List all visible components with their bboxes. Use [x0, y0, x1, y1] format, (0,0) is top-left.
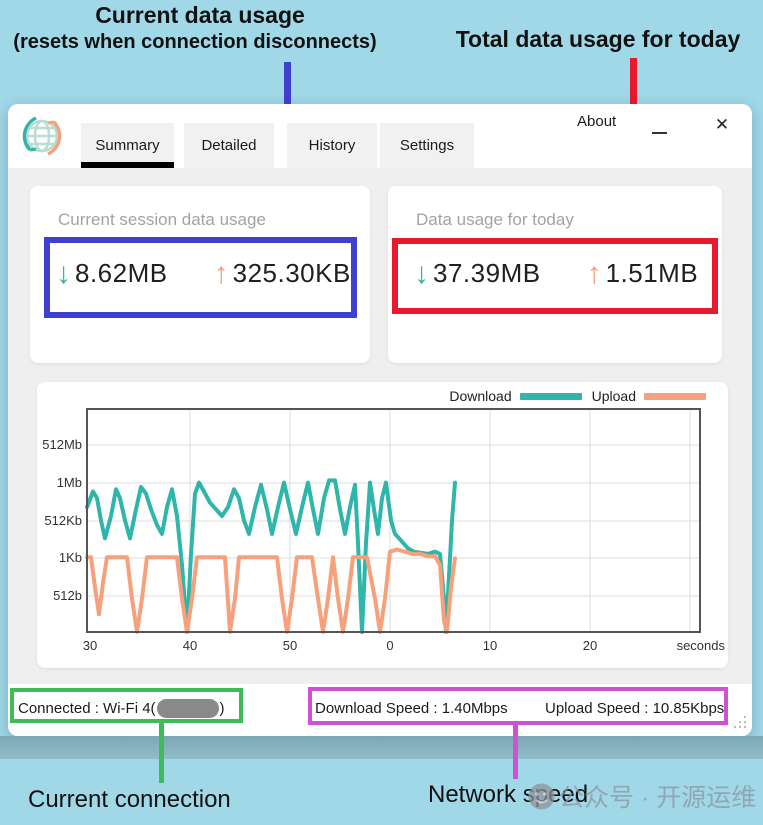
svg-text:50: 50 — [283, 638, 297, 653]
chart-legend: Download Upload — [449, 388, 706, 404]
tab-history[interactable]: History — [287, 123, 377, 168]
selected-tab-underline — [81, 162, 174, 168]
svg-text:1Mb: 1Mb — [57, 475, 82, 490]
wechat-watermark-icon — [528, 783, 555, 809]
about-button[interactable]: About — [577, 113, 617, 130]
svg-text:1Kb: 1Kb — [59, 550, 82, 565]
today-upload-value: 1.51MB — [605, 258, 699, 288]
upload-arrow-icon: ↑ — [586, 256, 602, 290]
download-speed-text: Download Speed : 1.40Mbps — [315, 700, 508, 717]
today-download-value: 37.39MB — [433, 258, 541, 288]
svg-text:512b: 512b — [53, 588, 82, 603]
upload-speed-text: Upload Speed : 10.85Kbps — [545, 700, 725, 717]
svg-text:40: 40 — [183, 638, 197, 653]
tab-detailed-label: Detailed — [201, 137, 257, 154]
legend-upload-swatch — [644, 392, 706, 400]
annotation-current-data-usage-title: Current data usage — [95, 2, 305, 28]
svg-text:512Mb: 512Mb — [42, 437, 82, 452]
svg-text:10: 10 — [483, 638, 497, 653]
app-window: Summary Detailed History Settings About … — [8, 104, 752, 736]
svg-text:20: 20 — [583, 638, 597, 653]
watermark: 公众号 · 开源运维 — [528, 778, 756, 814]
annotation-box-network-speed — [308, 687, 728, 725]
session-upload-group: ↑ 325.30KB — [214, 258, 351, 289]
resize-grip[interactable] — [730, 712, 746, 728]
svg-text:512Kb: 512Kb — [44, 513, 82, 528]
svg-text:0: 0 — [386, 638, 393, 653]
annotation-current-data-usage-subtitle: (resets when connection disconnects) — [13, 31, 377, 53]
today-download-group: ↓ 37.39MB — [414, 258, 541, 289]
watermark-text: 公众号 · 开源运维 — [559, 784, 757, 812]
traffic-chart-svg: 512Mb 1Mb 512Kb 1Kb 512b 30 40 50 0 10 20 seconds — [42, 408, 726, 653]
connection-status-prefix: Connected : Wi-Fi 4( — [18, 700, 156, 717]
tab-summary-label: Summary — [95, 137, 160, 154]
download-arrow-icon: ↓ — [56, 256, 71, 290]
annotation-box-current-session — [44, 237, 357, 318]
annotation-box-connection — [10, 688, 243, 723]
app-logo-globe-icon — [22, 116, 62, 156]
legend-download-label: Download — [449, 388, 512, 404]
tab-history-label: History — [308, 137, 356, 154]
connection-status-suffix: ) — [219, 700, 225, 717]
minimize-icon — [651, 132, 667, 134]
today-upload-group: ↑ 1.51MB — [587, 258, 699, 289]
status-bar: Connected : Wi-Fi 4( ) Download Speed : … — [8, 684, 752, 736]
close-icon: ✕ — [714, 115, 730, 134]
card-today-title: Data usage for today — [416, 210, 574, 229]
annotation-green-connector-line — [159, 723, 164, 783]
session-upload-value: 325.30KB — [232, 258, 351, 288]
annotation-purple-connector-line — [513, 725, 518, 779]
upload-arrow-icon: ↑ — [213, 256, 229, 290]
tab-settings[interactable]: Settings — [380, 123, 474, 168]
redacted-network-name — [156, 699, 219, 718]
legend-download-swatch — [519, 392, 582, 400]
card-data-usage-today: Data usage for today ↓ 37.39MB ↑ 1.51MB — [388, 186, 722, 363]
close-button[interactable]: ✕ — [708, 112, 736, 138]
session-download-value: 8.62MB — [75, 258, 168, 288]
traffic-chart-card: Download Upload 512Mb 1Mb 512Kb 1Kb 512b 30 40… — [37, 382, 728, 668]
window-shadow-band — [0, 736, 763, 759]
legend-upload-label: Upload — [591, 388, 636, 404]
annotation-box-today-usage — [392, 238, 718, 314]
annotation-total-data-usage-title: Total data usage for today — [455, 26, 741, 52]
tab-settings-label: Settings — [399, 137, 455, 154]
connection-status: Connected : Wi-Fi 4( ) — [18, 699, 225, 718]
download-arrow-icon: ↓ — [414, 256, 429, 290]
tab-summary[interactable]: Summary — [81, 123, 174, 168]
svg-text:30: 30 — [83, 638, 97, 653]
annotation-network-speed-label: Network speed — [428, 781, 589, 808]
card-current-session-data-usage: Current session data usage ↓ 8.62MB ↑ 32… — [30, 186, 370, 363]
session-download-group: ↓ 8.62MB — [56, 258, 168, 289]
card-session-title: Current session data usage — [58, 210, 266, 229]
svg-text:seconds: seconds — [677, 638, 726, 653]
minimize-button[interactable] — [646, 118, 672, 138]
content-area: Current session data usage ↓ 8.62MB ↑ 32… — [8, 168, 752, 684]
tab-detailed[interactable]: Detailed — [184, 123, 274, 168]
annotation-current-connection-label: Current connection — [28, 786, 231, 813]
